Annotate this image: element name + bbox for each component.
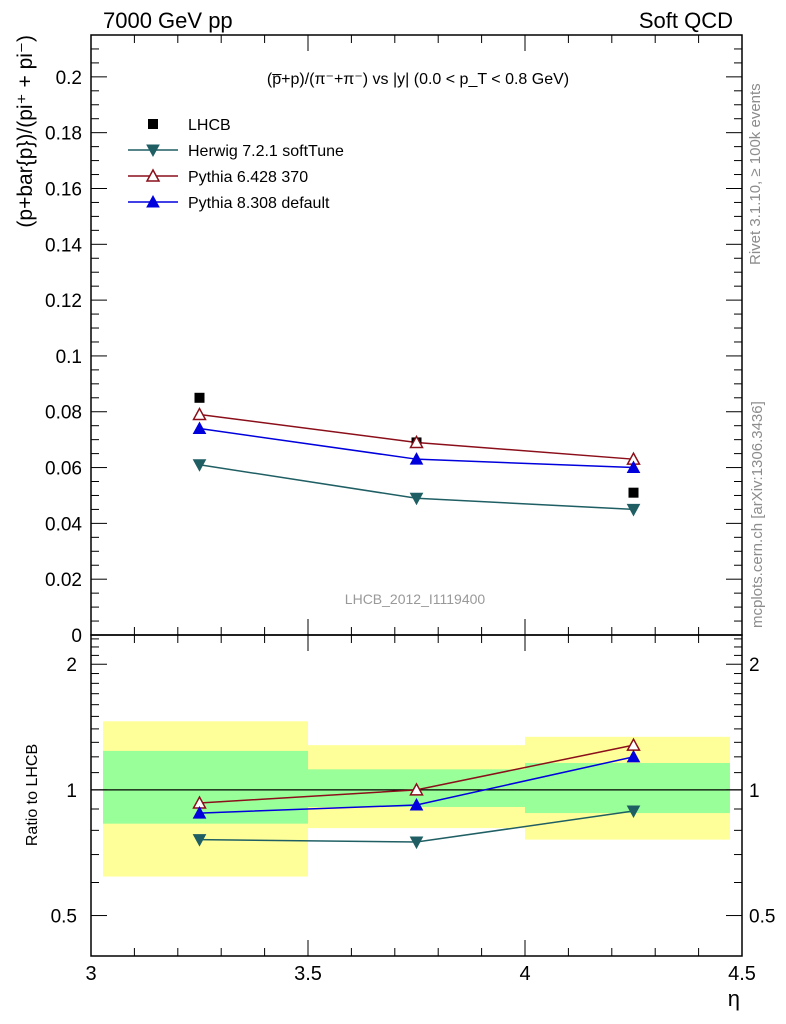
ratio-y-axis: 0.5 0.5 1 1 2 2 [51, 638, 775, 957]
x-tick-label: 3 [85, 963, 96, 985]
main-y-tick-label: 0 [71, 626, 82, 647]
ratio-data-point [409, 782, 424, 796]
x-tick-label: 4 [519, 963, 530, 985]
main-data-point [194, 392, 205, 403]
main-data-point [626, 503, 641, 517]
ratio-plot-frame [90, 634, 743, 957]
x-tick-label: 3.5 [294, 963, 322, 985]
ratio-series-group [192, 737, 641, 850]
ratio-data-point [192, 806, 207, 819]
ratio-data-point [192, 834, 207, 847]
watermark-label: LHCB_2012_I1119400 [345, 591, 486, 607]
main-data-point [628, 487, 639, 498]
ratio-y-tick-label-left: 1 [66, 781, 77, 802]
x-tick-label: 4.5 [728, 963, 756, 985]
legend-label: LHCB [188, 117, 231, 134]
main-y-label: (p+bar{p})/(pi⁺ + pi⁻) [14, 35, 37, 228]
ratio-y-label: Ratio to LHCB [24, 744, 41, 846]
mcplots-label: mcplots.cern.ch [arXiv:1306.3436] [749, 401, 766, 628]
ratio-data-point [409, 797, 424, 811]
ratio-plot-panel: 0.5 0.5 1 1 2 2 3 3.5 4 4.5 Ratio to LHCB η [24, 634, 775, 1011]
main-y-tick-label: 0.18 [45, 124, 82, 145]
main-y-tick-label: 0.1 [56, 347, 82, 368]
main-y-tick-label: 0.2 [56, 68, 82, 89]
main-series-group [192, 392, 641, 517]
main-y-tick-label: 0.02 [45, 570, 82, 591]
main-data-point [626, 460, 641, 474]
main-plot-panel: 00.020.040.060.080.10.120.140.160.180.2 … [14, 34, 743, 647]
ratio-data-point [409, 836, 424, 850]
main-data-point [409, 492, 424, 506]
legend-marker [145, 168, 161, 182]
main-y-tick-label: 0.16 [45, 179, 82, 200]
main-y-tick-label: 0.12 [45, 291, 82, 312]
main-y-tick-label: 0.08 [45, 403, 82, 424]
ratio-band-inner [103, 750, 308, 824]
legend-label: Pythia 8.308 default [188, 195, 330, 212]
main-data-point [192, 459, 207, 472]
main-y-tick-label: 0.06 [45, 459, 82, 480]
ratio-y-tick-label-right: 1 [749, 781, 760, 802]
main-y-axis: 0 0.02 0.04 0.06 0.08 0.1 0.12 0.14 0.16 0.18 0.2 [45, 34, 743, 647]
legend-label: Herwig 7.2.1 softTune [188, 143, 344, 160]
ratio-y-tick-label-right: 2 [749, 655, 760, 676]
ratio-data-point [626, 749, 641, 763]
main-y-tick-label: 0.14 [45, 235, 82, 256]
ratio-x-axis: 3 3.5 4 4.5 [85, 635, 756, 985]
ratio-y-tick-label-left: 0.5 [51, 907, 77, 928]
header-right: Soft QCD [639, 8, 733, 33]
rivet-label: Rivet 3.1.10, ≥ 100k events [747, 83, 764, 265]
main-data-point [192, 406, 207, 421]
x-axis-label: η [728, 986, 740, 1011]
header-left: 7000 GeV pp [103, 8, 233, 33]
legend-label: Pythia 6.428 370 [188, 169, 308, 186]
ratio-y-tick-label-left: 2 [66, 655, 77, 676]
ratio-band-inner [525, 762, 730, 814]
main-title: (p̅+p)/(π⁻+π⁻) vs |y| (0.0 < p_T < 0.8 G… [267, 71, 569, 88]
ratio-y-tick-label-right: 0.5 [749, 907, 775, 928]
main-data-point [409, 434, 424, 449]
main-data-point [409, 452, 424, 465]
legend-marker [146, 194, 160, 208]
ratio-data-point [626, 805, 641, 819]
legend-marker [148, 119, 158, 129]
legend: LHCB Herwig 7.2.1 softTune Pythia 6.428 37… [128, 117, 344, 212]
legend-marker [146, 144, 160, 158]
main-y-tick-label: 0.04 [45, 514, 82, 535]
main-data-point [192, 421, 207, 434]
